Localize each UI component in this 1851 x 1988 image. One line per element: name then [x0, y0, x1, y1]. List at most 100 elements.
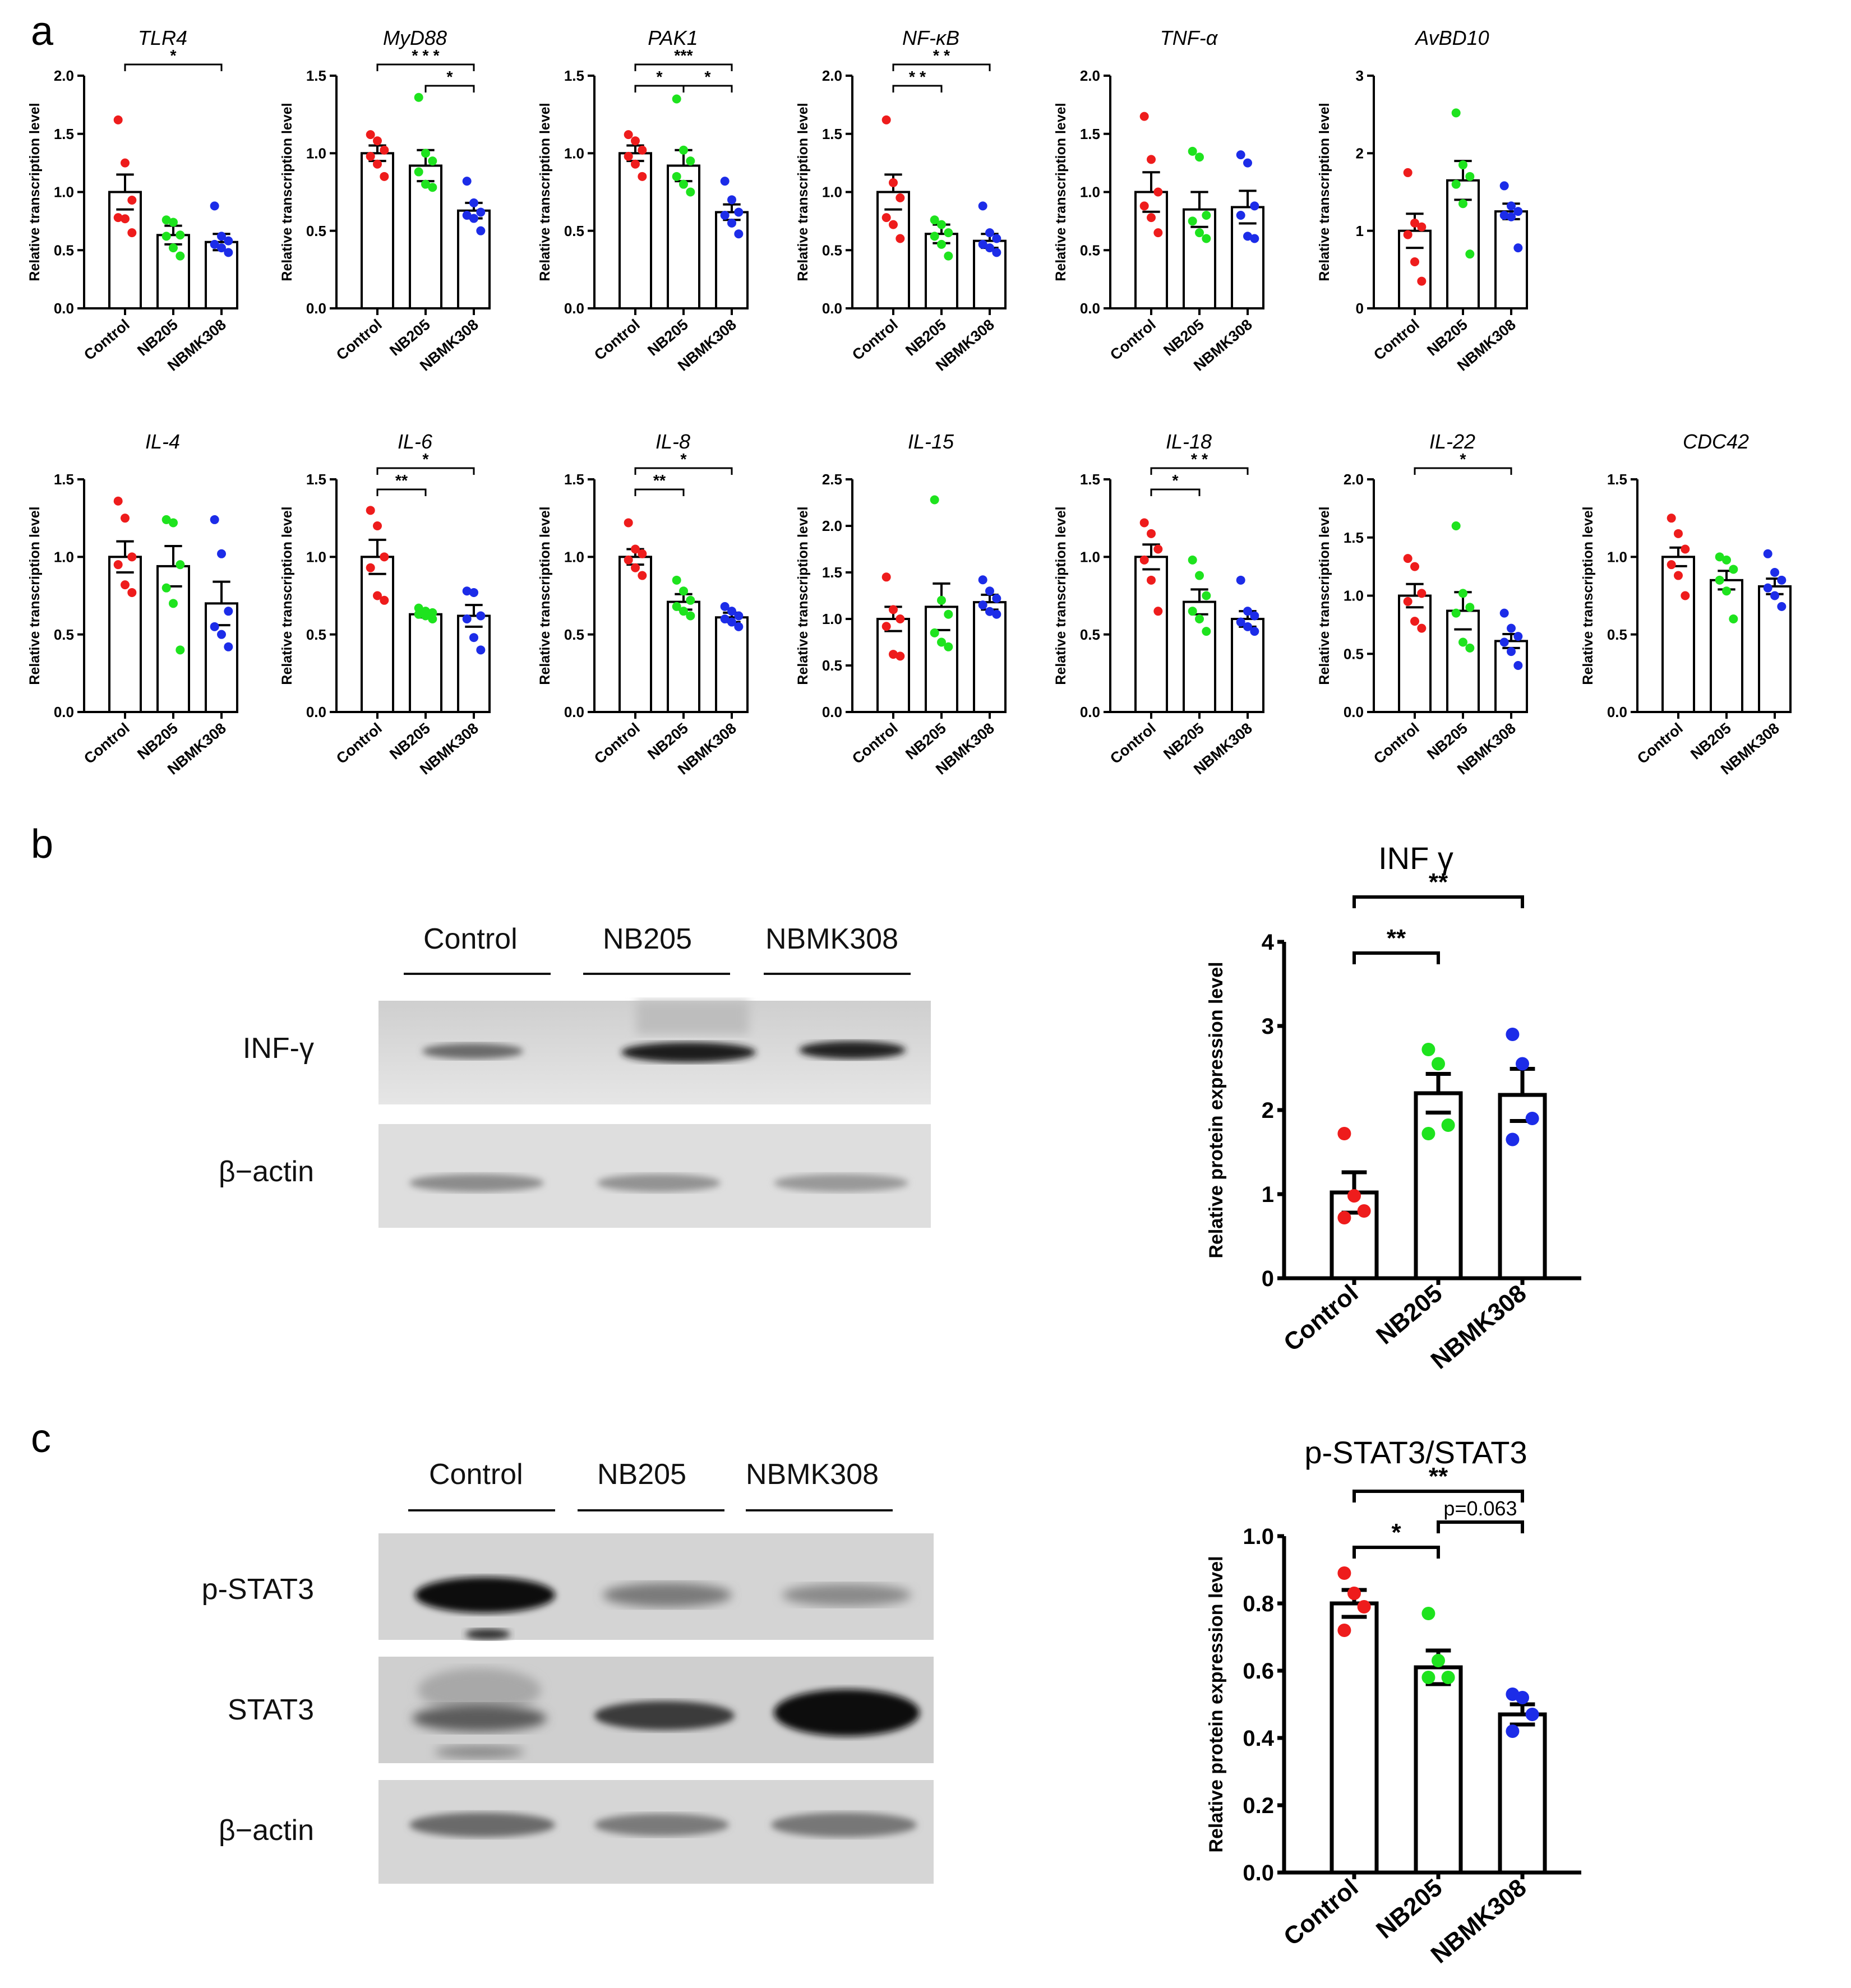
pstat3-point-nbmk308-3	[1506, 1725, 1520, 1738]
infg-point-control-1	[1347, 1189, 1361, 1203]
avbd10-ytick-label-3: 3	[1356, 67, 1364, 84]
pstat3-point-nb205-1	[1432, 1654, 1445, 1667]
il-18-sig-label-1: * *	[1191, 451, 1208, 469]
nf-kb-point-nb205-4	[937, 239, 946, 249]
pak1-sig-label-2: *	[704, 68, 711, 86]
il-6-sig-bracket-0	[376, 488, 427, 496]
infg-sig-label-1: **	[1429, 868, 1448, 896]
tlr4-point-nbmk308-3	[210, 239, 219, 249]
tnf-a-point-nb205-1	[1195, 152, 1204, 162]
pstat3-ytick-label-3: 0.6	[1243, 1659, 1274, 1684]
pak1-sig-label-0: *	[656, 68, 663, 86]
tlr4-ytick-label-0: 0.0	[54, 300, 74, 317]
cdc42-point-nb205-4	[1722, 586, 1731, 596]
il-15-point-nb205-1	[937, 595, 946, 605]
il-4-title: IL-4	[145, 430, 180, 453]
il-15-point-nbmk308-1	[985, 586, 994, 596]
il-8-point-control-1	[631, 544, 640, 554]
chart-il4: IL-4 0.0 0.5 1.0 1.5 Relative transcription l…	[27, 430, 238, 778]
il-15-point-control-4	[889, 650, 898, 659]
il-15-xtick-label-control: Control	[849, 720, 901, 768]
il-22-point-control-1	[1410, 562, 1419, 571]
il-4-point-nb205-1	[169, 518, 178, 528]
il-4-point-nb205-5	[176, 645, 185, 655]
nf-kb-point-control-4	[889, 220, 898, 229]
infg-point-nb205-3	[1421, 1127, 1435, 1140]
il-4-point-nbmk308-4	[217, 630, 226, 639]
il-18-point-control-0	[1139, 518, 1149, 528]
cdc42-point-nbmk308-4	[1770, 591, 1779, 600]
blot-c-underline-2	[578, 1509, 724, 1511]
myd88-point-control-0	[366, 130, 375, 140]
panel-label-c: c	[31, 1416, 51, 1461]
avbd10-bar-control	[1398, 229, 1432, 309]
nf-kb-ytick-label-3: 1.5	[822, 126, 842, 142]
blot-c-row-stat3: STAT3	[227, 1694, 314, 1726]
il-15-point-nb205-3	[930, 628, 939, 637]
avbd10-point-nb205-0	[1451, 108, 1461, 118]
chart-pak1: PAK1 0.0 0.5 1.0 1.5 Relative transcription l…	[537, 26, 749, 375]
cdc42-point-nbmk308-1	[1770, 568, 1779, 577]
chart-tnfa: TNF-α 0.0 0.5 1.0 1.5 2.0 Relative transcripti…	[1053, 26, 1264, 375]
il-18-ytick-label-2: 1.0	[1080, 548, 1100, 565]
tnf-a-point-nbmk308-4	[1243, 232, 1252, 241]
tlr4-point-nb205-0	[161, 215, 171, 225]
il-4-point-control-2	[127, 552, 137, 562]
il-15-point-control-2	[896, 614, 905, 623]
avbd10-point-nb205-5	[1465, 249, 1475, 259]
infg-bar-nb205	[1414, 1091, 1463, 1280]
tnf-a-ytick-label-4: 2.0	[1080, 67, 1100, 84]
il-22-ytick-label-3: 1.5	[1344, 529, 1364, 546]
nf-kb-bar-control	[876, 191, 910, 309]
il-6-point-nbmk308-3	[462, 614, 472, 623]
il-22-point-control-0	[1403, 554, 1413, 563]
il-8-point-control-0	[624, 518, 633, 528]
pak1-point-nb205-3	[672, 172, 681, 181]
infg-point-nbmk308-3	[1506, 1132, 1520, 1146]
il-22-point-nbmk308-3	[1499, 637, 1509, 647]
pak1-sig-bracket-1	[634, 63, 733, 71]
il-22-point-nbmk308-0	[1499, 608, 1509, 618]
avbd10-bar-nbmk308	[1494, 210, 1528, 310]
il-18-point-nb205-1	[1195, 571, 1204, 580]
infg-ytick-label-2: 2	[1262, 1098, 1274, 1123]
il-15-ytick-label-1: 0.5	[822, 657, 842, 674]
il-22-point-nb205-4	[1458, 637, 1467, 647]
myd88-title: MyD88	[383, 26, 447, 49]
myd88-ytick-label-2: 1.0	[306, 145, 326, 161]
blot-b-infg-strip	[378, 1001, 931, 1104]
pak1-bar-nb205	[667, 164, 700, 309]
pstat3-xtick-label-nb205: NB205	[1371, 1874, 1447, 1944]
il-22-point-nb205-5	[1465, 643, 1475, 653]
tnf-a-point-nb205-3	[1188, 216, 1197, 226]
tnf-a-ytick-label-2: 1.0	[1080, 184, 1100, 201]
il-4-bar-nbmk308	[205, 602, 238, 714]
pstat3-point-nbmk308-1	[1516, 1691, 1529, 1704]
il-6-point-nbmk308-0	[462, 586, 472, 596]
il-18-point-nbmk308-3	[1236, 617, 1245, 627]
infg-point-nb205-1	[1432, 1057, 1445, 1071]
blot-b-underline-2	[583, 973, 730, 975]
nf-kb-ytick-label-1: 0.5	[822, 242, 842, 258]
chart-pstat3-ratio: p-STAT3/STAT3 0.0 0.2 0.4 0.6 0.8 1.0 Relative …	[1206, 1435, 1581, 1969]
il-4-xtick-label-control: Control	[81, 720, 133, 768]
myd88-point-nb205-3	[414, 167, 423, 177]
nf-kb-sig-bracket-1	[892, 63, 991, 71]
myd88-point-nb205-1	[421, 149, 430, 158]
il-22-point-nbmk308-2	[1513, 632, 1523, 641]
pstat3-title: p-STAT3/STAT3	[1304, 1435, 1527, 1470]
il-8-point-nbmk308-4	[727, 617, 736, 627]
blot-b-lane-nb205: NB205	[603, 923, 692, 955]
chart-nfkb: NF-κB 0.0 0.5 1.0 1.5 2.0 Relative transcripti…	[795, 26, 1007, 375]
cdc42-ytick-label-2: 1.0	[1607, 548, 1627, 565]
il-18-point-nb205-0	[1188, 555, 1197, 565]
il-4-ylabel: Relative transcription level	[27, 506, 43, 685]
avbd10-point-control-3	[1403, 230, 1413, 239]
avbd10-ytick-label-2: 2	[1356, 145, 1364, 161]
il-4-point-nbmk308-3	[210, 622, 219, 631]
il-6-point-control-5	[380, 595, 389, 605]
il-18-sig-bracket-1	[1150, 467, 1249, 475]
myd88-ytick-label-0: 0.0	[306, 300, 326, 317]
il-15-point-nbmk308-3	[978, 600, 987, 610]
tnf-a-point-control-0	[1139, 112, 1149, 121]
